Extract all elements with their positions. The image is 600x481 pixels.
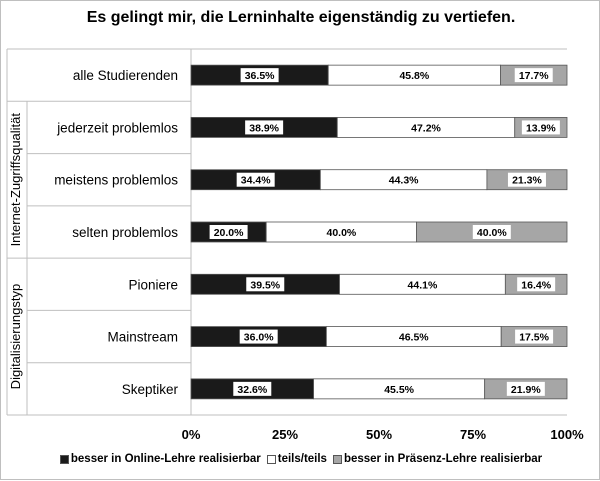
- data-label-box: [236, 172, 275, 187]
- legend-label-online: besser in Online-Lehre realisierbar: [70, 453, 261, 465]
- data-label: 45.5%: [384, 384, 414, 396]
- data-label-box: [395, 68, 434, 83]
- x-tick-label: 75%: [460, 427, 486, 442]
- data-label: 32.6%: [237, 384, 267, 396]
- data-label-box: [384, 172, 423, 187]
- data-label: 36.5%: [245, 70, 275, 82]
- data-label: 13.9%: [526, 122, 556, 134]
- data-label: 44.1%: [408, 279, 438, 291]
- data-label-box: [209, 225, 248, 239]
- x-tick-label: 100%: [550, 427, 584, 442]
- data-label-box: [506, 381, 545, 396]
- category-label: meistens problemlos: [54, 173, 178, 188]
- legend-swatch-praesenz: [332, 454, 342, 464]
- data-label-box: [233, 381, 272, 396]
- data-label: 44.3%: [389, 175, 419, 187]
- data-label: 21.3%: [512, 175, 542, 187]
- data-label-box: [517, 277, 556, 292]
- data-label: 47.2%: [411, 122, 441, 134]
- data-label: 36.0%: [244, 332, 274, 344]
- data-label-box: [239, 329, 278, 344]
- data-label-box: [322, 225, 361, 239]
- data-label: 45.8%: [399, 70, 429, 82]
- x-tick-label: 25%: [272, 427, 298, 442]
- data-label: 16.4%: [521, 279, 551, 291]
- x-tick-label: 0%: [182, 427, 201, 442]
- data-label-box: [521, 120, 560, 135]
- x-tick-label: 50%: [366, 427, 392, 442]
- legend-swatch-online: [59, 454, 69, 464]
- data-label: 20.0%: [214, 227, 244, 239]
- legend-item-online: besser in Online-Lehre realisierbar: [59, 453, 261, 465]
- data-label-box: [507, 172, 546, 187]
- data-label-box: [403, 277, 442, 292]
- data-label-box: [514, 68, 553, 83]
- category-label: jederzeit problemlos: [56, 120, 178, 135]
- data-label-box: [407, 120, 445, 135]
- category-label: Pioniere: [128, 277, 178, 292]
- chart-title: Es gelingt mir, die Lerninhalte eigenstä…: [86, 9, 516, 26]
- category-label: Skeptiker: [122, 382, 179, 397]
- legend: besser in Online-Lehre realisierbar teil…: [1, 453, 600, 465]
- data-label: 34.4%: [241, 175, 271, 187]
- data-label-box: [245, 120, 284, 135]
- data-label: 17.5%: [519, 332, 549, 344]
- category-label: selten problemlos: [72, 225, 178, 240]
- group-label: Internet-Zugriffsqualität: [8, 113, 23, 247]
- group-label: Digitalisierungstyp: [8, 284, 23, 390]
- legend-label-teils: teils/teils: [277, 453, 327, 465]
- legend-item-teils: teils/teils: [266, 453, 327, 465]
- data-label: 38.9%: [249, 122, 279, 134]
- data-label: 46.5%: [399, 332, 429, 344]
- category-label: Mainstream: [107, 330, 178, 345]
- data-label-box: [472, 225, 511, 239]
- category-label: alle Studierenden: [73, 68, 178, 83]
- data-label-box: [394, 329, 433, 344]
- legend-swatch-teils: [266, 454, 276, 464]
- data-label-box: [246, 277, 285, 292]
- data-label-box: [515, 329, 554, 344]
- data-label: 40.0%: [477, 227, 507, 239]
- data-label: 21.9%: [511, 384, 541, 396]
- data-label-box: [380, 381, 419, 396]
- data-label: 39.5%: [250, 279, 280, 291]
- legend-label-praesenz: besser in Präsenz-Lehre realisierbar: [343, 453, 543, 465]
- data-label: 17.7%: [519, 70, 549, 82]
- data-label: 40.0%: [327, 227, 357, 239]
- legend-item-praesenz: besser in Präsenz-Lehre realisierbar: [332, 453, 543, 465]
- data-label-box: [240, 68, 279, 83]
